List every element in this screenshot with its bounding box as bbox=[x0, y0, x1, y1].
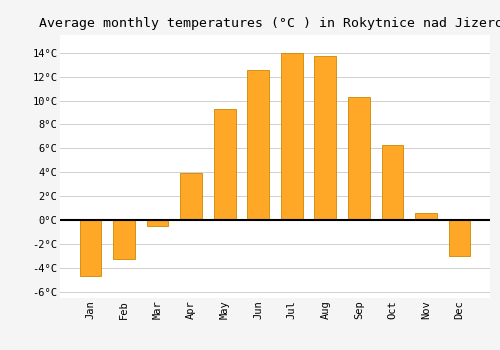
Bar bbox=[382, 145, 404, 220]
Bar bbox=[180, 173, 202, 220]
Bar bbox=[415, 213, 437, 220]
Bar bbox=[214, 109, 236, 220]
Bar bbox=[348, 97, 370, 220]
Bar bbox=[281, 53, 302, 220]
Bar bbox=[248, 70, 269, 220]
Bar bbox=[448, 220, 470, 256]
Bar bbox=[80, 220, 102, 276]
Bar bbox=[314, 56, 336, 220]
Title: Average monthly temperatures (°C ) in Rokytnice nad Jizerou: Average monthly temperatures (°C ) in Ro… bbox=[39, 17, 500, 30]
Bar bbox=[146, 220, 169, 226]
Bar bbox=[113, 220, 135, 259]
